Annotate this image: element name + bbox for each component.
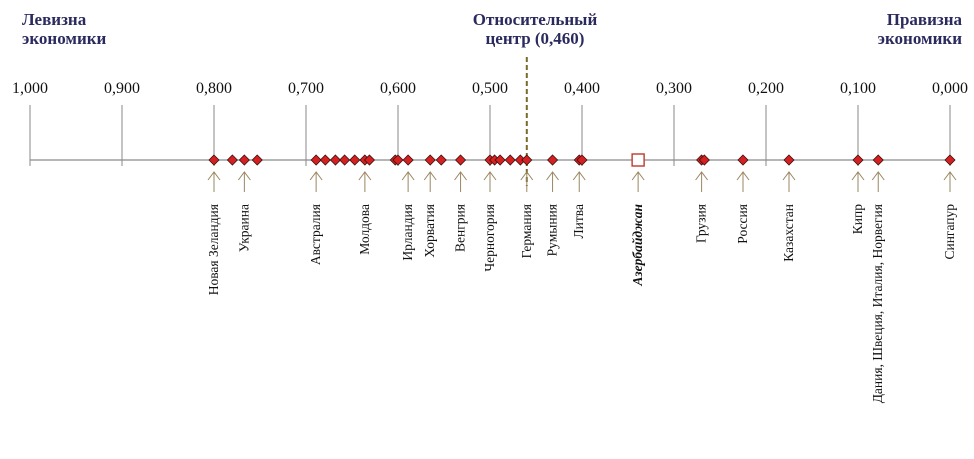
data-point [737, 154, 749, 166]
right-economy-label-line1: Правизна [886, 10, 962, 29]
annotation-arrowhead [546, 171, 559, 181]
country-label: Дания, Швеция, Италия, Норвегия [870, 204, 885, 403]
annotation-arrowhead [851, 171, 865, 181]
country-label: Азербайджан [630, 204, 645, 287]
data-point [494, 154, 506, 166]
annotation-arrowhead [483, 171, 497, 181]
tick-label: 0,700 [288, 80, 324, 97]
data-point [329, 154, 342, 166]
annotation-arrowhead [358, 171, 372, 181]
annotation-arrowhead [309, 171, 323, 181]
country-label: Сингапур [942, 204, 957, 260]
highlight-marker [631, 153, 645, 167]
data-point [521, 154, 533, 166]
data-point [454, 154, 467, 166]
data-point [226, 154, 238, 166]
data-point [339, 154, 351, 166]
country-label: Молдова [357, 204, 372, 255]
country-label: Румыния [545, 204, 560, 256]
relative-center-label-line1: Относительный [472, 10, 598, 29]
left-economy-label-line2: экономики [22, 29, 107, 48]
data-point [435, 154, 447, 166]
tick-label: 0,800 [196, 80, 232, 97]
tick-label: 0,300 [656, 80, 692, 97]
country-label: Украина [236, 204, 251, 252]
country-label: Литва [571, 204, 586, 238]
annotation-arrowhead [207, 171, 221, 181]
data-point [783, 154, 795, 166]
relative-center-label-line2: центр (0,460) [485, 29, 585, 48]
data-point [698, 154, 710, 166]
country-label: Ирландия [400, 204, 415, 261]
country-label: Кипр [850, 204, 865, 234]
country-label: Казахстан [781, 204, 796, 262]
country-label: Черногория [482, 204, 497, 272]
right-economy-label-line2: экономики [877, 29, 962, 48]
right-economy-label: Правизна экономики [878, 10, 962, 48]
data-point [504, 154, 516, 166]
country-label: Венгрия [453, 204, 468, 252]
data-point [852, 154, 864, 166]
data-point [251, 154, 263, 166]
annotation-arrowhead [695, 171, 708, 181]
annotation-arrowhead [631, 171, 645, 181]
relative-center-label: Относительный центр (0,460) [440, 10, 630, 48]
annotation-arrowhead [520, 171, 534, 181]
data-point [576, 154, 588, 166]
country-label: Россия [735, 204, 750, 244]
data-point [319, 154, 331, 166]
data-point [392, 154, 404, 166]
tick-label: 0,400 [564, 80, 600, 97]
annotation-arrowhead [871, 171, 885, 181]
country-label: Хорватия [422, 204, 437, 258]
left-economy-label-line1: Левизна [22, 10, 87, 29]
annotation-arrowhead [454, 171, 467, 181]
data-point [363, 154, 376, 166]
left-economy-label: Левизна экономики [22, 10, 106, 48]
annotation-arrowhead [401, 171, 415, 181]
tick-label: 1,000 [12, 80, 48, 97]
country-label: Австралия [308, 204, 323, 265]
annotation-arrowhead [782, 171, 796, 181]
annotation-arrowhead [237, 171, 251, 181]
country-label: Новая Зеландия [206, 204, 221, 295]
data-point [872, 154, 884, 166]
tick-label: 0,200 [748, 80, 784, 97]
data-point [546, 154, 559, 166]
data-point [402, 154, 414, 166]
data-point [944, 154, 956, 166]
data-point [310, 154, 322, 166]
country-label: Германия [519, 204, 534, 258]
data-point [424, 154, 436, 166]
data-point [208, 154, 220, 166]
tick-label: 0,600 [380, 80, 416, 97]
annotation-arrowhead [423, 171, 437, 181]
country-label: Грузия [694, 204, 709, 243]
tick-label: 0,000 [932, 80, 968, 97]
annotation-arrowhead [572, 171, 586, 181]
tick-label: 0,900 [104, 80, 140, 97]
tick-label: 0,100 [840, 80, 876, 97]
data-point [349, 154, 361, 166]
tick-label: 0,500 [472, 80, 508, 97]
data-point [238, 154, 250, 166]
annotation-arrowhead [943, 171, 957, 181]
annotation-arrowhead [736, 171, 750, 181]
